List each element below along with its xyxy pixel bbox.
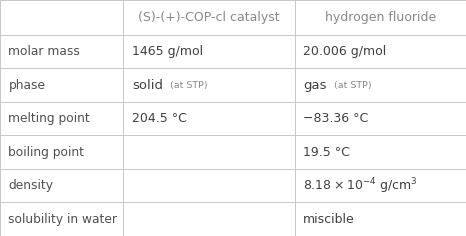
Text: hydrogen fluoride: hydrogen fluoride (325, 11, 436, 24)
Text: density: density (8, 179, 54, 192)
Text: melting point: melting point (8, 112, 90, 125)
Text: solubility in water: solubility in water (8, 213, 117, 226)
Text: (at STP): (at STP) (330, 81, 371, 90)
Text: $8.18\times10^{-4}$ g/cm$^3$: $8.18\times10^{-4}$ g/cm$^3$ (303, 176, 418, 196)
Text: 19.5 °C: 19.5 °C (303, 146, 350, 159)
Text: 1465 g/mol: 1465 g/mol (132, 45, 203, 58)
Text: phase: phase (8, 79, 45, 92)
Text: (S)-(+)-COP-cl catalyst: (S)-(+)-COP-cl catalyst (138, 11, 280, 24)
Text: 204.5 °C: 204.5 °C (132, 112, 187, 125)
Text: −83.36 °C: −83.36 °C (303, 112, 369, 125)
Text: gas: gas (303, 79, 327, 92)
Text: miscible: miscible (303, 213, 355, 226)
Text: solid: solid (132, 79, 163, 92)
Text: boiling point: boiling point (8, 146, 84, 159)
Text: (at STP): (at STP) (167, 81, 207, 90)
Text: molar mass: molar mass (8, 45, 80, 58)
Text: 20.006 g/mol: 20.006 g/mol (303, 45, 387, 58)
